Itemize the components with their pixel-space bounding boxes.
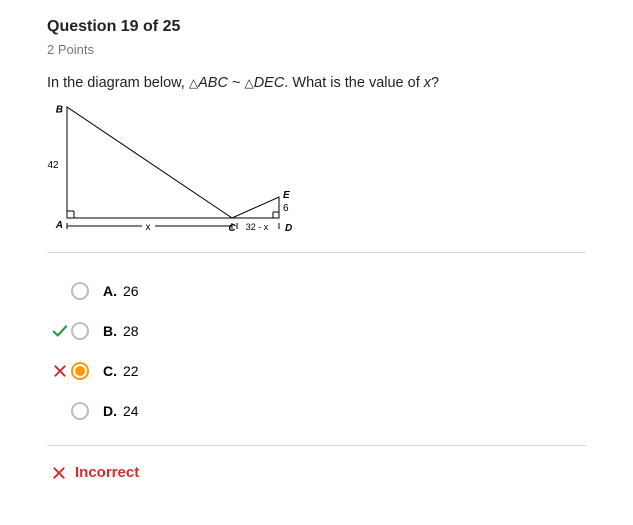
result-x-icon (51, 465, 67, 481)
vertex-d: D (285, 223, 292, 234)
points-label: 2 Points (47, 42, 586, 57)
radio-c[interactable] (71, 362, 89, 380)
x-icon (52, 363, 68, 379)
radio-b[interactable] (71, 322, 89, 340)
question-number: Question 19 of 25 (47, 18, 586, 36)
vertex-b: B (56, 104, 63, 115)
choice-a-text: 26 (123, 283, 139, 299)
radio-a[interactable] (71, 282, 89, 300)
prompt-prefix: In the diagram below, (47, 75, 189, 91)
divider-bottom (47, 445, 586, 446)
similar-triangles-diagram: B A C D E 42 6 x 32 - x (47, 103, 307, 238)
choice-c-text: 22 (123, 363, 139, 379)
bottom-32-x: 32 - x (246, 222, 269, 232)
choice-d-letter: D. (103, 403, 117, 419)
prompt-tilde: ~ (228, 75, 245, 91)
choice-a[interactable]: A. 26 (49, 271, 586, 311)
prompt-suffix: . What is the value of (284, 75, 423, 91)
choice-c[interactable]: C. 22 (49, 351, 586, 391)
choice-b-mark (49, 322, 71, 340)
choice-a-letter: A. (103, 283, 117, 299)
divider-top (47, 252, 586, 253)
prompt-qmark: ? (431, 75, 439, 91)
triangle-abc: ABC (198, 75, 228, 91)
choice-b-text: 28 (123, 323, 139, 339)
bottom-x: x (146, 222, 151, 233)
side-42: 42 (47, 160, 59, 171)
result-text: Incorrect (75, 464, 139, 481)
vertex-c: C (228, 223, 236, 234)
choice-b[interactable]: B. 28 (49, 311, 586, 351)
choice-d-text: 24 (123, 403, 139, 419)
variable-x: x (424, 75, 431, 91)
check-icon (51, 322, 69, 340)
triangle-dec: DEC (254, 75, 285, 91)
result-row: Incorrect (47, 464, 586, 481)
vertex-a: A (55, 220, 63, 231)
triangle-symbol-2: △ (244, 76, 253, 90)
choice-d[interactable]: D. 24 (49, 391, 586, 431)
vertex-e: E (283, 190, 290, 201)
radio-d[interactable] (71, 402, 89, 420)
question-prompt: In the diagram below, △ABC ~ △DEC. What … (47, 75, 586, 91)
triangle-symbol-1: △ (189, 76, 198, 90)
choice-b-letter: B. (103, 323, 117, 339)
choice-c-mark (49, 363, 71, 379)
choice-c-letter: C. (103, 363, 117, 379)
answer-choices: A. 26 B. 28 C. 22 (47, 271, 586, 431)
side-6: 6 (283, 203, 289, 214)
